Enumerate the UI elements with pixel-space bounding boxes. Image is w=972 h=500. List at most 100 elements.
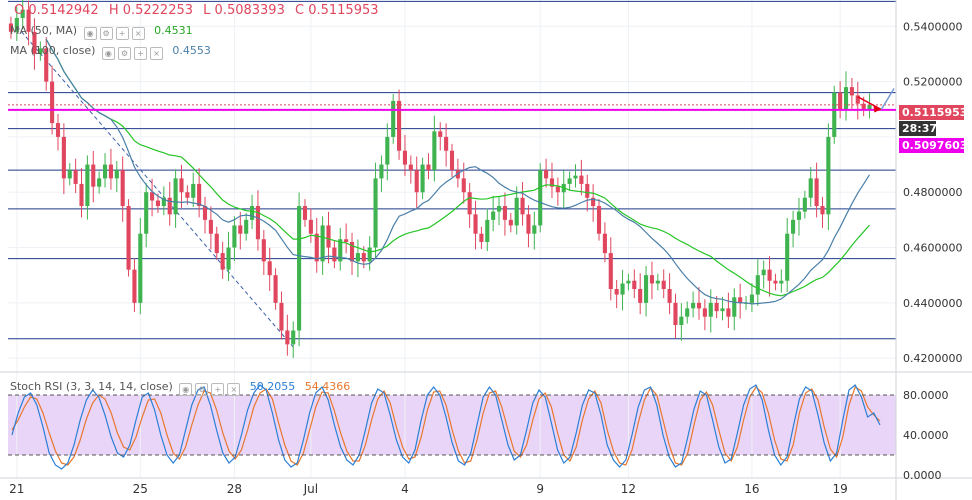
candle-body [426,164,431,171]
candle-body [573,175,578,179]
candle-body [867,104,872,110]
candle-body [444,136,449,151]
candle-body [61,136,66,179]
eye-icon[interactable]: ◉ [179,383,193,396]
candle-body [361,253,366,262]
candle-body [126,206,131,270]
gear-icon[interactable]: ⚙ [99,27,113,40]
candle-body [332,247,337,262]
candle-body [796,211,802,220]
candle-body [32,31,37,54]
candle-body [379,164,384,179]
candle-body [73,170,78,184]
candle-body [232,225,237,248]
candle-body [226,247,231,270]
candle-body [491,211,496,220]
candle-body [185,192,190,198]
stoch-tick-label: 80.0000 [903,389,949,402]
candle-body [79,183,84,207]
candle-body [97,178,102,187]
ma100-value: 0.4553 [172,44,211,57]
candle-body [496,206,502,212]
candle-body [438,131,443,137]
candle-body [273,275,278,303]
descending-trendline [16,25,294,348]
time-tick-label: 9 [536,482,544,496]
close-icon[interactable]: × [131,27,145,40]
candle-body [161,197,166,207]
candle-body [720,308,725,312]
candle-body [520,197,525,215]
candle-body [349,242,355,262]
candle-body [214,233,219,254]
candle-body [838,92,843,110]
time-tick-label: 16 [744,482,759,496]
time-tick-label: 21 [9,482,24,496]
candle-body [749,294,754,303]
candle-body [255,206,260,240]
price-tick-label: 0.4400000 [903,297,963,310]
time-tick-label: 25 [133,482,148,496]
candle-body [291,330,296,345]
candle-body [173,178,178,215]
candle-body [20,9,25,18]
time-tick-label: Jul [303,482,318,496]
ma50-legend[interactable]: MA (50, MA) ◉ ⚙ + × 0.4531 [10,24,193,40]
candle-body [85,164,90,207]
candle-body [726,308,731,317]
candle-body [249,206,255,220]
candle-body [832,92,837,137]
ma50-line [45,39,870,297]
candle-body [526,214,531,234]
close-value: C 0.5115953 [295,3,379,18]
candle-body [132,269,137,303]
candle-body [679,316,684,325]
eye-icon[interactable]: ◉ [83,27,97,40]
ohlc-legend: O 0.5142942 H 0.5222253 L 0.5083393 C 0.… [14,3,385,18]
plus-icon[interactable]: + [211,383,225,396]
candle-body [414,170,419,193]
candle-body [608,253,613,290]
plus-icon[interactable]: + [115,27,129,40]
candle-body [355,253,360,262]
stoch-d-value: 54.4366 [304,380,351,393]
price-tick-label: 0.4600000 [903,242,963,255]
candle-body [849,87,854,96]
red-arrowhead [873,104,882,113]
close-icon[interactable]: × [149,47,163,60]
ma100-legend[interactable]: MA (100, close) ◉ ⚙ + × 0.4553 [10,44,211,60]
stoch-d-line [11,386,881,466]
price-tick-label: 0.4200000 [903,352,963,365]
candle-body [549,178,555,187]
candle-body [614,289,619,295]
candle-body [532,225,537,234]
gear-icon[interactable]: ⚙ [195,383,209,396]
candle-body [285,330,290,345]
candle-body [632,280,637,290]
gear-icon[interactable]: ⚙ [117,47,131,60]
stoch-legend[interactable]: Stoch RSI (3, 3, 14, 14, close) ◉ ⚙ + × 50.… [10,380,350,396]
open-value: O 0.5142942 [14,3,99,18]
eye-icon[interactable]: ◉ [101,47,115,60]
candle-body [714,302,719,312]
candle-body [555,186,560,193]
candle-body [755,275,760,295]
candle-body [802,197,807,212]
candle-body [385,136,390,165]
candle-body [91,164,96,187]
candle-body [420,164,425,193]
candle-body [391,100,396,137]
price-tick-label: 0.5400000 [903,20,963,33]
candle-body [297,206,302,331]
candle-body [514,197,519,226]
candle-body [508,219,513,226]
close-icon[interactable]: × [227,383,241,396]
candle-body [202,206,208,220]
candle-body [408,164,413,171]
candle-body [791,219,796,234]
blue-projection-line [880,88,895,110]
plus-icon[interactable]: + [133,47,147,60]
candle-body [114,170,119,179]
ma100-label: MA (100, close) [10,44,96,57]
